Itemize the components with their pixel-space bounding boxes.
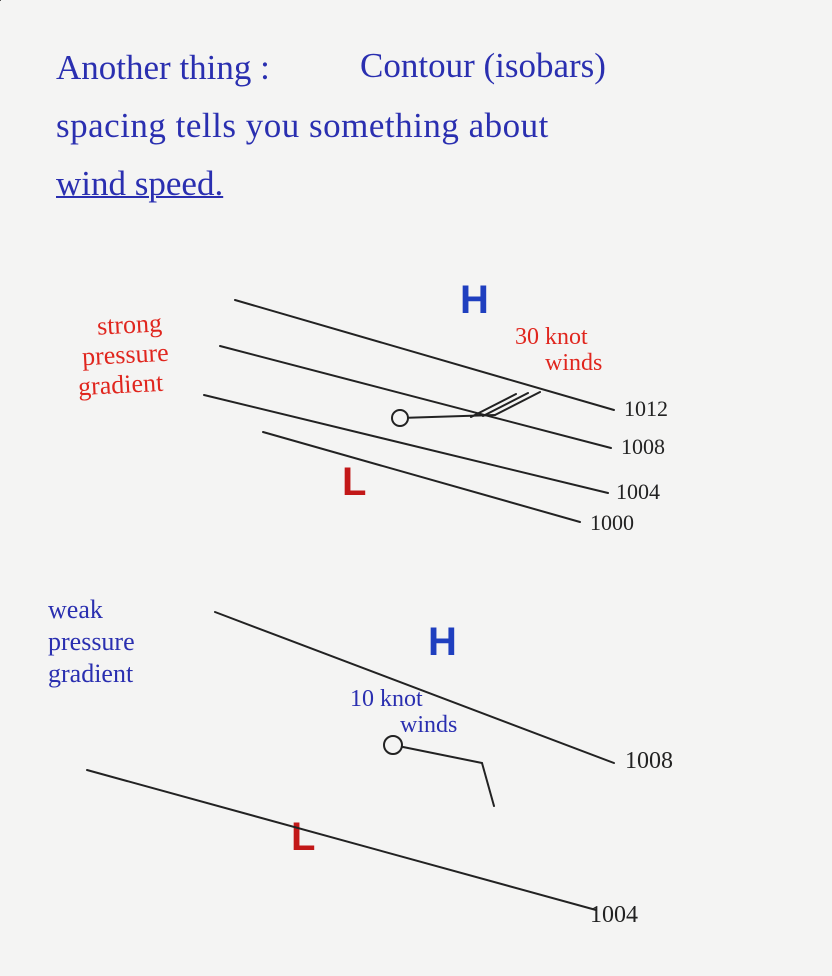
weak-barb-shaft <box>402 747 482 763</box>
strong-barb-feather-1 <box>483 393 528 416</box>
diagram-svg <box>0 0 832 976</box>
strong-isobar-line-2 <box>204 395 608 493</box>
strong-isobar-line-1 <box>220 346 611 448</box>
weak-station-circle <box>384 736 402 754</box>
strong-isobar-line-3 <box>263 432 580 522</box>
strong-barb-feather-0 <box>495 392 540 415</box>
strong-barb-shaft <box>408 415 495 418</box>
weak-isobar-line-0 <box>215 612 614 763</box>
strong-station-circle <box>392 410 408 426</box>
page: Another thing : Contour (isobars) spacin… <box>0 0 832 976</box>
strong-isobar-line-0 <box>235 300 614 410</box>
strong-barb-feather-2 <box>471 394 516 417</box>
weak-barb-feather-0 <box>482 763 494 806</box>
weak-isobar-line-1 <box>87 770 596 910</box>
